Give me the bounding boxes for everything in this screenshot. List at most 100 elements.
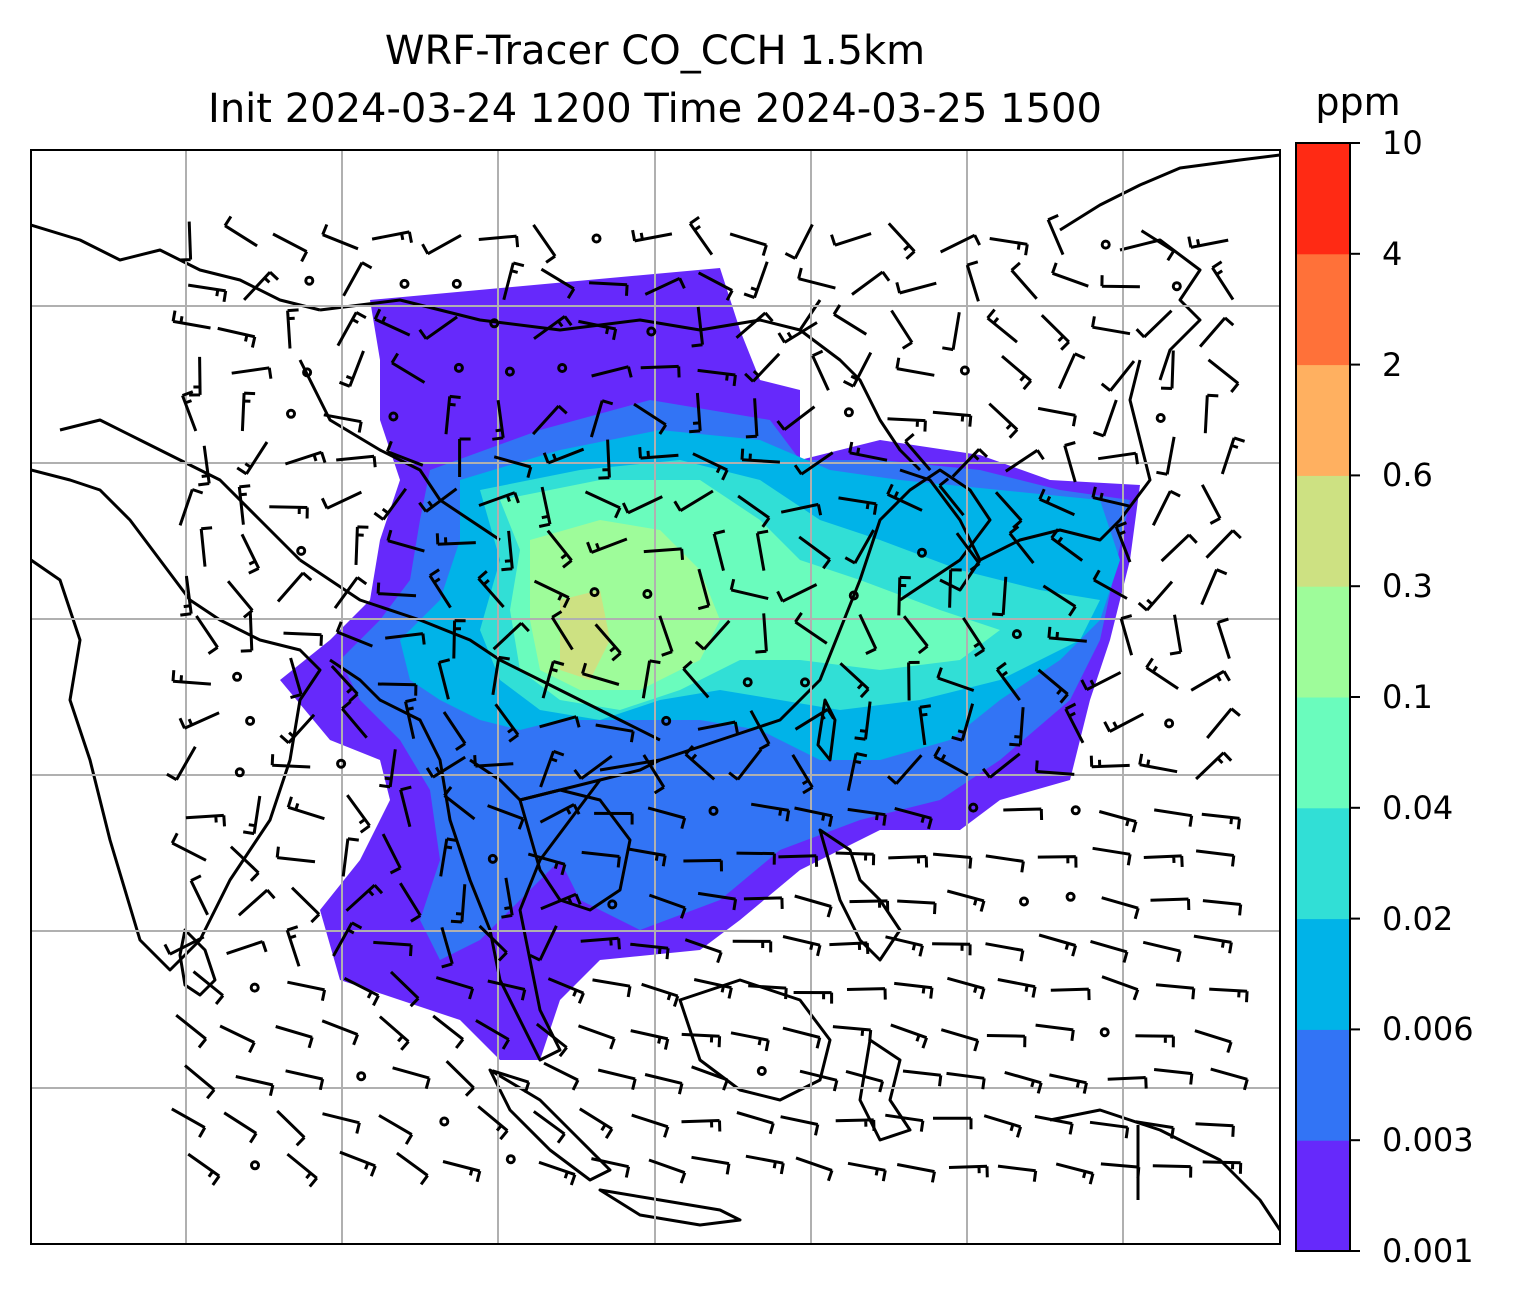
wind-barb [835,851,876,866]
wind-barb [995,661,1021,701]
wind-barb [592,978,632,998]
calm-wind-marker [1155,413,1166,423]
wind-barb [1202,1160,1243,1174]
wind-barb [487,804,525,830]
wind-barb [502,261,525,301]
wind-barb [1034,760,1075,776]
calm-wind-marker [968,802,979,813]
wind-barb [170,832,207,862]
wind-barb [341,700,368,739]
wind-barb [1207,358,1240,393]
wind-barb [989,237,1029,256]
wind-barb [846,987,887,1000]
map-frame [30,149,1281,1245]
wind-barb [279,713,316,745]
colorbar-segment [1296,1140,1350,1252]
wind-barb [631,1113,670,1138]
wind-barb [440,926,454,969]
wind-barb [192,970,225,1005]
wind-barb [443,785,476,821]
wind-barb [745,398,759,439]
calm-wind-marker [642,589,653,599]
wind-barb [589,399,614,438]
colorbar-segment [1296,143,1350,255]
wind-barb [487,979,527,1001]
wind-barb [851,270,891,296]
wind-barb [890,1023,929,1049]
wind-barb [885,1113,925,1132]
wind-barb [276,1109,306,1147]
calm-wind-marker [591,233,602,244]
wind-barb [180,575,193,617]
wind-barb [965,260,980,302]
wind-barb [589,281,629,296]
wind-barb [641,659,661,699]
wind-barb [184,1064,216,1100]
colorbar-tick-label: 2 [1382,345,1403,384]
wind-barb [1195,849,1236,867]
wind-barb [543,1061,580,1091]
wind-barb [985,854,1025,873]
wind-barb [1151,489,1181,526]
wind-barb [832,1025,873,1042]
wind-barb [240,533,261,575]
wind-barb [591,365,633,378]
wind-barb [541,660,565,699]
wind-barb [379,749,397,789]
coastline-korea [899,468,982,592]
wind-barb [1203,393,1219,434]
wind-barb [712,529,726,571]
wind-barb [428,568,452,609]
wind-barb [421,233,462,256]
wind-barb [452,619,466,659]
calm-wind-marker [557,363,568,373]
wind-barb [638,446,679,460]
wind-barb [736,1111,775,1135]
wind-barb [286,1152,318,1188]
wind-barb [166,745,197,782]
colorbar-segment [1296,918,1350,1030]
wind-barb [794,708,835,731]
wind-barb [1201,812,1241,830]
wind-barb [1010,261,1038,300]
calm-wind-marker [489,318,500,329]
wind-barbs [163,214,1249,1188]
wind-barb [737,494,771,528]
wind-barb [493,455,533,478]
wind-barb [187,283,228,303]
wind-barb [894,981,934,999]
wind-barb [832,304,868,336]
wind-barb [936,667,975,692]
wind-barb [399,785,412,828]
wind-barb [1101,896,1140,920]
border-central-asia-2 [59,418,302,562]
coastline-japan [979,359,1152,562]
wind-barb [1008,525,1035,565]
wind-barb [997,978,1037,998]
wind-barb [1037,855,1078,868]
wind-barb [275,1025,314,1049]
calm-wind-marker [286,408,296,419]
wind-barb [692,452,729,481]
calm-wind-marker [336,758,347,769]
wind-barb [745,1154,785,1175]
calm-wind-marker [356,1071,367,1082]
wind-barb [432,1014,465,1049]
wind-barb [845,1069,885,1093]
wind-barb [580,936,621,950]
wind-barb [749,709,771,751]
wind-barb [939,233,981,254]
coastline-southeast-asia [329,658,661,1062]
wind-barb [986,308,1018,344]
calm-wind-marker [388,411,399,422]
wind-barb [744,352,781,383]
wind-barb [681,1032,722,1048]
calm-wind-marker [742,677,753,688]
wind-barb [750,802,791,822]
calm-wind-marker [234,767,245,778]
wind-barb [684,745,716,781]
wind-barb [1042,584,1077,617]
wind-barb [948,1164,989,1178]
wind-barb [378,1015,410,1051]
